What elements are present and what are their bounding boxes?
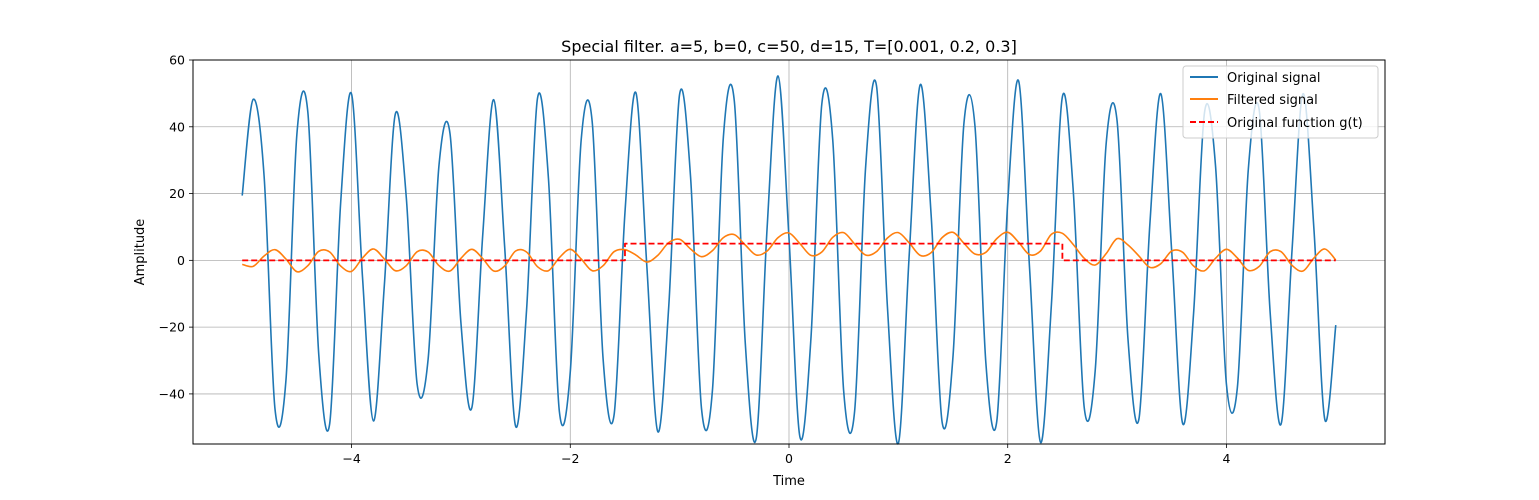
legend-label-original-signal: Original signal (1227, 71, 1320, 86)
x-axis-label: Time (772, 474, 805, 489)
legend: Original signal Filtered signal Original… (1182, 65, 1379, 139)
legend-box (1182, 65, 1379, 139)
y-tick-label: 20 (169, 186, 185, 201)
x-tick-label: 2 (1004, 451, 1012, 466)
y-tick-label: −20 (159, 320, 185, 335)
y-axis-label: Amplitude (133, 219, 148, 286)
legend-label-original-function: Original function g(t) (1227, 116, 1363, 131)
y-tick-label: 40 (169, 119, 185, 134)
x-tick-label: −4 (342, 451, 360, 466)
series-group (241, 75, 1337, 445)
series-line-original-function-g-t (242, 242, 1336, 262)
x-tick-label: 0 (785, 451, 793, 466)
chart-title: Special filter. a=5, b=0, c=50, d=15, T=… (561, 37, 1017, 56)
legend-label-filtered-signal: Filtered signal (1227, 93, 1318, 108)
y-tick-label: 60 (169, 53, 185, 68)
y-tick-label: −40 (159, 386, 185, 401)
x-tick-label: −2 (561, 451, 579, 466)
x-tick-label: 4 (1222, 451, 1230, 466)
series-line-filtered-signal (241, 231, 1337, 273)
y-tick-label: 0 (177, 253, 185, 268)
series-line-original-signal (241, 75, 1337, 445)
